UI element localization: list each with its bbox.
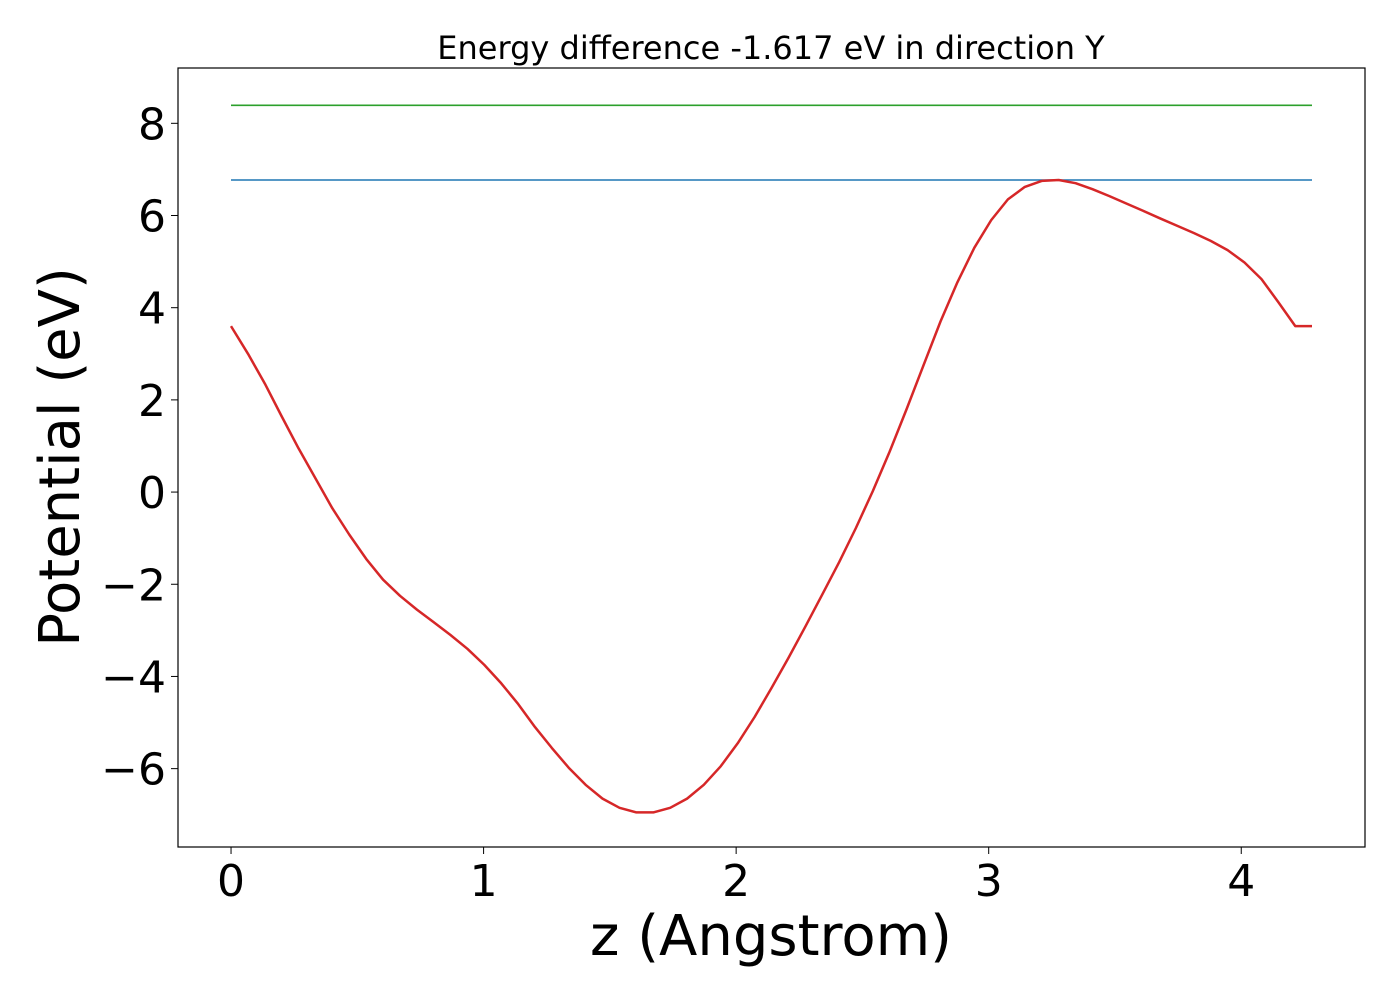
y-tick-label: −4 <box>101 652 166 703</box>
series-line-3 <box>229 178 1312 814</box>
plot-frame <box>177 67 1366 848</box>
y-tick-label: 6 <box>138 192 166 243</box>
plot-lines <box>229 104 1312 814</box>
x-tick-label: 4 <box>1227 856 1255 907</box>
x-tick-label: 2 <box>722 856 750 907</box>
y-tick-label: 8 <box>138 99 166 150</box>
x-axis-ticks: 0 1 2 3 4 <box>217 847 1255 907</box>
x-tick-label: 0 <box>217 856 245 907</box>
y-axis-ticks: −6 −4 −2 0 2 4 6 8 <box>101 99 178 796</box>
y-axis-label: Potential (eV) <box>28 267 93 647</box>
x-tick-label: 1 <box>470 856 498 907</box>
y-tick-label: −6 <box>101 745 166 796</box>
y-tick-label: 2 <box>138 376 166 427</box>
y-tick-label: 0 <box>138 468 166 519</box>
x-tick-label: 3 <box>975 856 1003 907</box>
x-axis-label: z (Angstrom) <box>590 904 952 969</box>
y-tick-label: −2 <box>101 560 166 611</box>
y-tick-label: 4 <box>138 284 166 335</box>
chart-title: Energy difference -1.617 eV in direction… <box>437 29 1105 67</box>
